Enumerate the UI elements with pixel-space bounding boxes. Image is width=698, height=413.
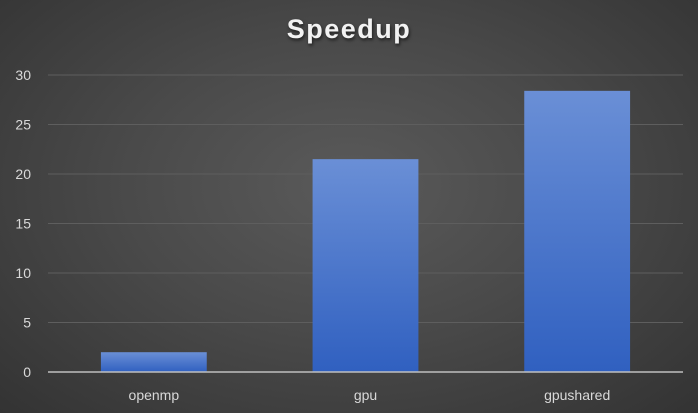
x-category-label-gpu: gpu: [354, 387, 377, 403]
x-category-label-gpushared: gpushared: [544, 387, 610, 403]
y-tick-label-20: 20: [15, 166, 31, 182]
x-category-label-openmp: openmp: [129, 387, 180, 403]
y-tick-label-0: 0: [23, 364, 31, 380]
chart-title: Speedup: [286, 14, 412, 44]
labels: 0 5 10 15 20 25 30 openmp gpu gpushared: [15, 67, 610, 403]
y-tick-label-30: 30: [15, 67, 31, 83]
bars: [100, 90, 631, 372]
y-tick-label-25: 25: [15, 117, 31, 133]
y-tick-label-15: 15: [15, 216, 31, 232]
bar-openmp: [100, 352, 207, 372]
bar-gpushared: [524, 90, 631, 372]
bar-gpu: [312, 159, 419, 372]
y-tick-label-10: 10: [15, 265, 31, 281]
y-tick-label-5: 5: [23, 315, 31, 331]
